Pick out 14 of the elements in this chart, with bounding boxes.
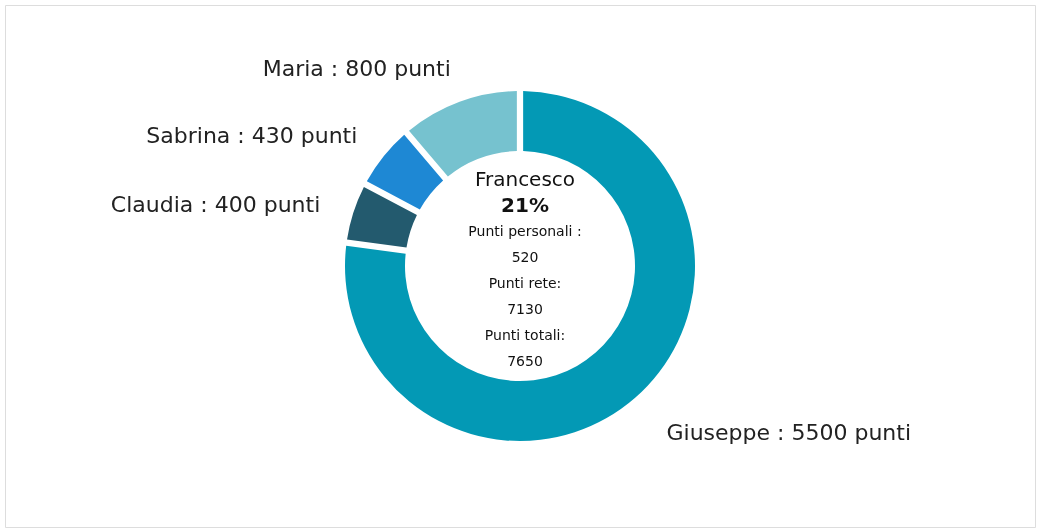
- slice-label: Sabrina : 430 punti: [146, 123, 358, 149]
- slice-label: Giuseppe : 5500 punti: [666, 419, 912, 445]
- text: 7650: [507, 353, 543, 369]
- text: 520: [511, 249, 539, 265]
- donut-slice: [366, 134, 444, 210]
- text: Punti rete:: [488, 275, 562, 291]
- text: Punti totali:: [484, 327, 566, 343]
- text: 21%: [501, 193, 549, 217]
- text: 7130: [507, 301, 543, 317]
- text: Punti personali :: [468, 223, 582, 239]
- donut-slice: [347, 186, 417, 248]
- slice-label: Maria : 800 punti: [262, 56, 451, 82]
- text: Francesco: [474, 167, 576, 191]
- slice-label: Claudia : 400 punti: [110, 192, 321, 218]
